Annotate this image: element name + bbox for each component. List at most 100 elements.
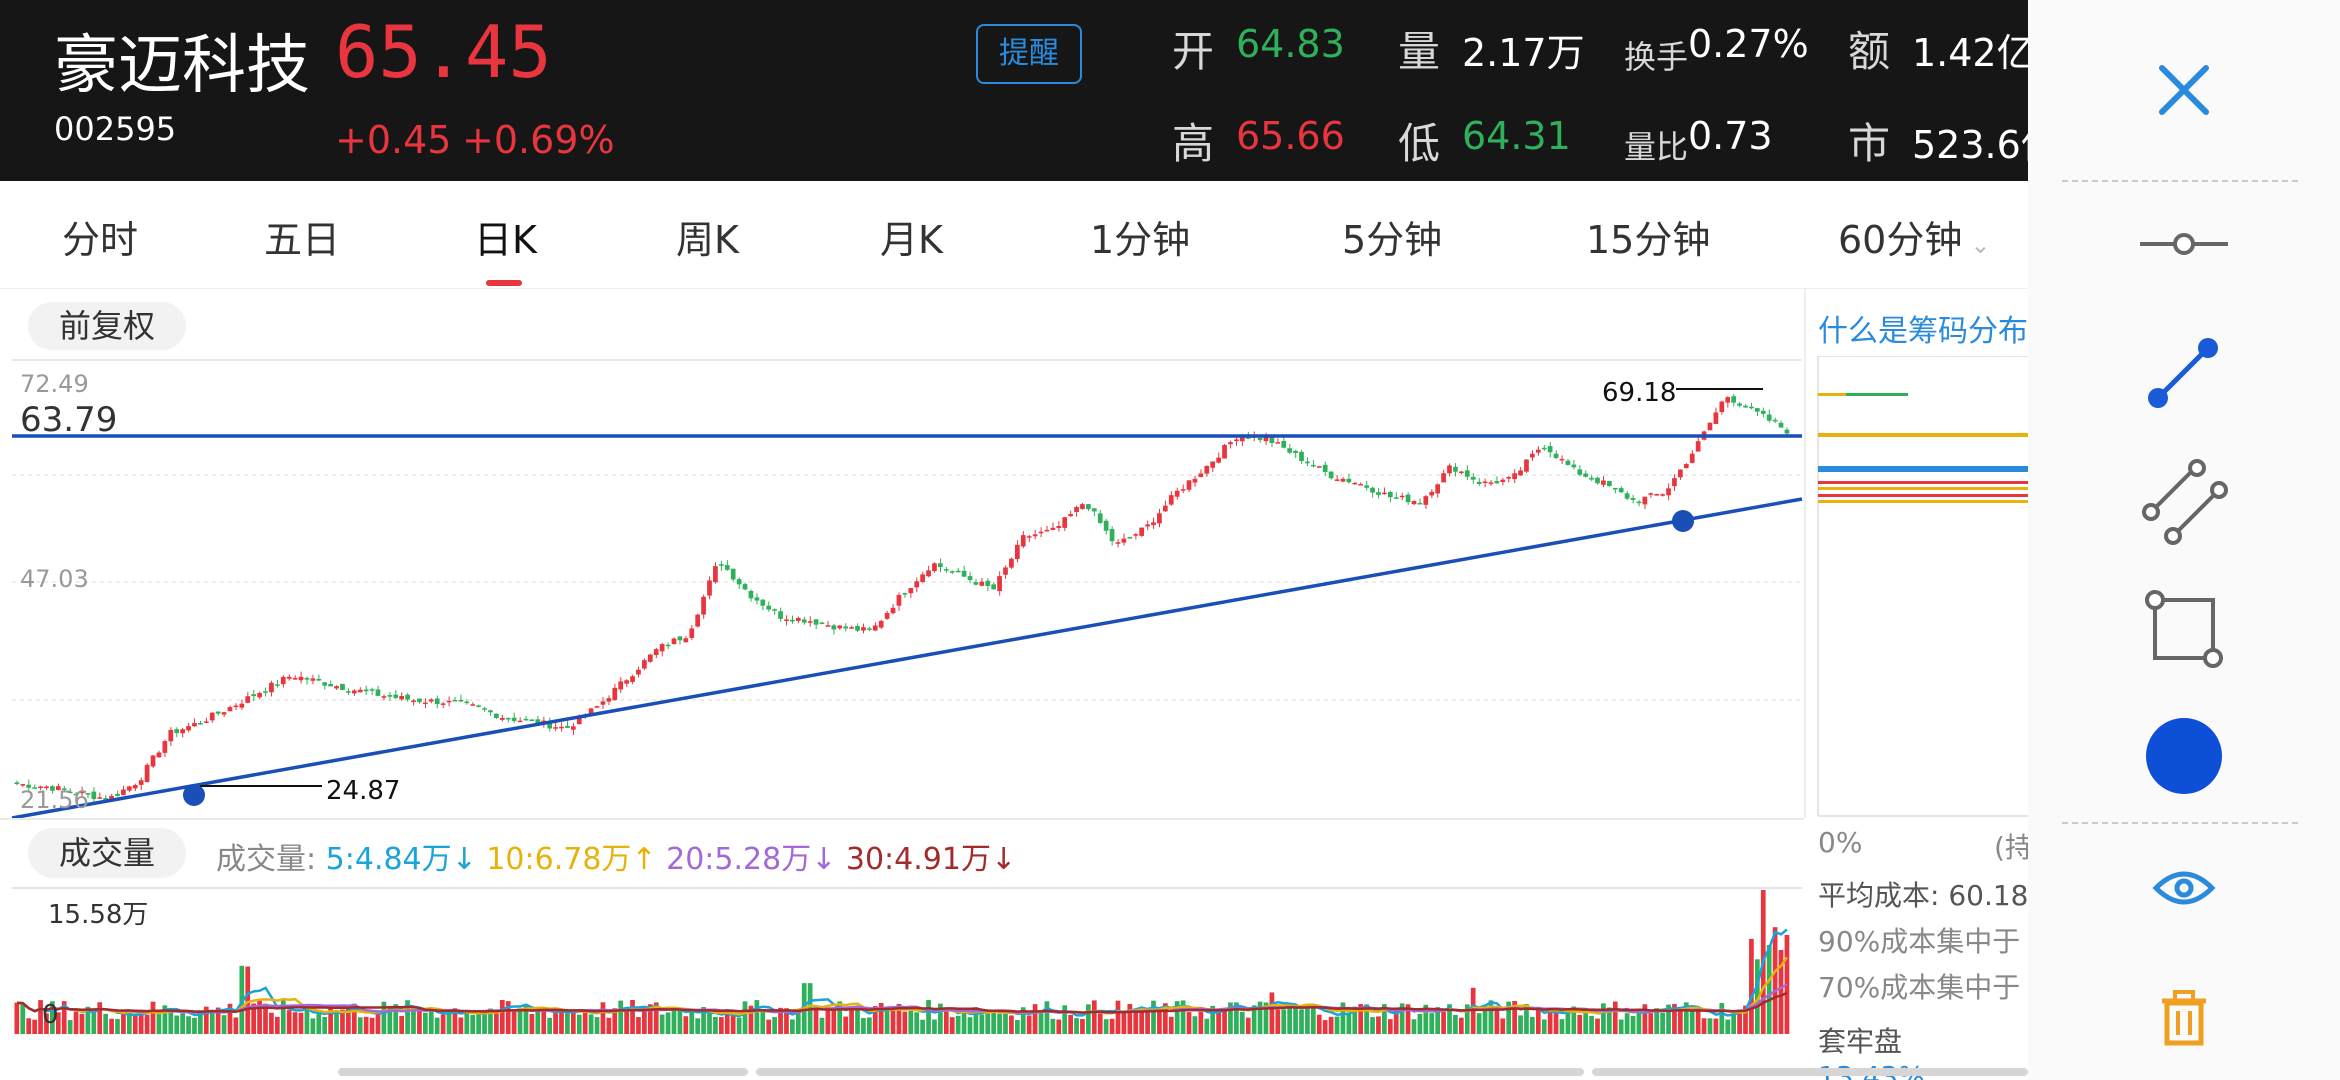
kline-chart[interactable] — [0, 288, 1804, 818]
candle-body — [1571, 464, 1577, 468]
volume-bar — [559, 1009, 564, 1034]
candle-body — [209, 712, 215, 721]
candle-body — [1352, 482, 1358, 485]
tab-15min[interactable]: 15分钟 — [1586, 218, 1711, 262]
candle-body — [878, 620, 884, 628]
delete-button[interactable] — [2028, 986, 2340, 1050]
close-button[interactable] — [2028, 56, 2340, 124]
volume-bar — [50, 1001, 55, 1034]
candle-body — [263, 691, 268, 693]
volume-bar — [1376, 1016, 1381, 1034]
candle-body — [713, 566, 718, 583]
volume-ratio-label: 量比 — [1624, 128, 1689, 166]
average-cost: 平均成本: 60.18 — [1818, 879, 2028, 912]
toolbar-divider — [2062, 180, 2298, 182]
candle-body — [328, 683, 333, 687]
candle-body — [1731, 396, 1737, 403]
rectangle-tool[interactable] — [2028, 586, 2340, 672]
scrollbar-segment-2[interactable] — [756, 1068, 1584, 1076]
candle-body — [156, 752, 162, 758]
volume-indicator-button[interactable]: 成交量 — [28, 828, 186, 878]
tab-1min[interactable]: 1分钟 — [1090, 218, 1191, 262]
adjust-mode-button[interactable]: 前复权 — [28, 302, 186, 350]
tab-5min[interactable]: 5分钟 — [1342, 218, 1443, 262]
parallel-line-tool[interactable] — [2028, 456, 2340, 546]
volume-bar — [245, 966, 251, 1034]
toolbar-divider — [2062, 822, 2298, 824]
candle-body — [849, 627, 854, 629]
scrollbar-segment-3[interactable] — [1592, 1068, 2028, 1076]
candle-body — [1038, 531, 1044, 534]
volume-bar — [1464, 1004, 1470, 1034]
candle-body — [961, 570, 967, 577]
volume-bar — [1157, 1009, 1162, 1034]
candle-body — [132, 785, 138, 789]
toggle-visibility-button[interactable] — [2028, 862, 2340, 914]
color-dot-icon — [2146, 718, 2222, 794]
candle-body — [203, 721, 209, 723]
remind-button[interactable]: 提醒 — [976, 24, 1082, 84]
candle-body — [1109, 528, 1115, 542]
volume-bar — [730, 1015, 736, 1034]
y-axis-mid-label: 47.03 — [20, 565, 89, 593]
volume-bar — [1009, 1015, 1014, 1034]
volume-bar — [920, 1019, 925, 1034]
volume-bar — [263, 1003, 268, 1034]
candle-body — [813, 619, 819, 625]
trend-drawn-line[interactable] — [11, 497, 1803, 818]
candle-body — [742, 584, 748, 590]
chip-distribution-help-link[interactable]: 什么是筹码分布 — [1818, 314, 2028, 349]
trend-line-anchor-start[interactable] — [183, 784, 205, 806]
candle-body — [1316, 466, 1322, 468]
candle-body — [1737, 403, 1742, 406]
candle-body — [671, 638, 677, 645]
volume-zero-label: 0 — [42, 1000, 59, 1030]
horizontal-line-tool[interactable] — [2028, 208, 2340, 280]
candle-body — [1145, 524, 1150, 527]
candle-body — [1192, 478, 1198, 483]
candle-body — [269, 682, 274, 693]
tab-timeshare[interactable]: 分时 — [62, 218, 139, 262]
tab-monthly-k[interactable]: 月K — [880, 218, 943, 262]
volume-bar — [1346, 1012, 1352, 1034]
low-price-annotation: 24.87 — [326, 776, 401, 806]
tab-five-day[interactable]: 五日 — [264, 218, 341, 262]
volume-bar — [428, 1011, 434, 1034]
candle-body — [807, 621, 813, 623]
volume-bar — [647, 1004, 653, 1034]
candle-body — [38, 786, 43, 788]
volume-bar — [949, 1017, 955, 1034]
candle-body — [1239, 436, 1245, 442]
volume-bar — [612, 1008, 618, 1034]
candle-body — [1689, 453, 1695, 463]
volume-bar — [310, 1018, 316, 1034]
scrollbar-segment-1[interactable] — [338, 1068, 748, 1076]
candle-body — [162, 741, 168, 753]
tab-daily-k[interactable]: 日K — [474, 218, 537, 262]
volume-bar — [1683, 1002, 1689, 1034]
trend-line-anchor-end[interactable] — [1672, 510, 1694, 532]
open-label: 开 — [1172, 27, 1215, 76]
candle-body — [280, 676, 286, 685]
tab-weekly-k[interactable]: 周K — [676, 218, 739, 262]
volume-bar — [1275, 1009, 1281, 1034]
candle-body — [630, 676, 635, 682]
candle-body — [180, 729, 185, 734]
volume-bar — [1269, 992, 1275, 1034]
volume-bar — [162, 1005, 168, 1034]
market-cap-value: 523.6亿 — [1912, 123, 2028, 167]
trend-line-tool[interactable] — [2028, 330, 2340, 414]
color-picker[interactable] — [2028, 716, 2340, 796]
tab-60min[interactable]: 60分钟 ⌄ — [1838, 192, 1990, 288]
volume-bar — [316, 1013, 322, 1034]
volume-bar — [926, 999, 931, 1034]
volume-bar — [1251, 1005, 1257, 1034]
volume-bar — [488, 1008, 493, 1034]
volume-bar — [1678, 1010, 1683, 1034]
volume-bar — [292, 1012, 298, 1034]
candle-body — [399, 695, 405, 700]
volume-bar — [1310, 1005, 1316, 1034]
volume-bar — [932, 1019, 937, 1034]
volume-bar — [156, 1011, 162, 1034]
candle-body — [547, 721, 553, 729]
